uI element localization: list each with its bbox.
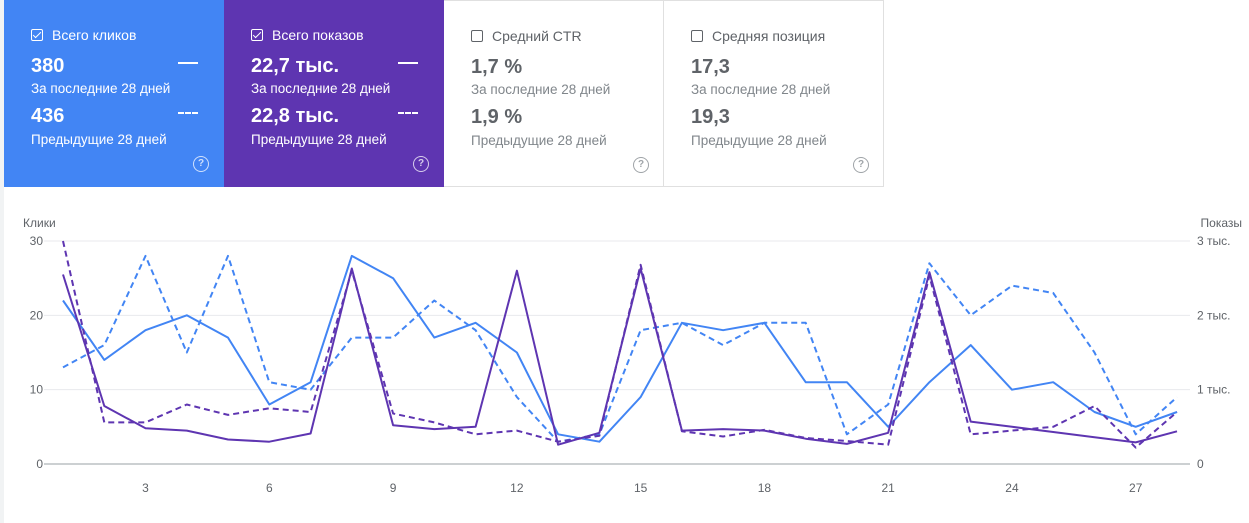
series-line-2	[62, 254, 1178, 443]
current-value: 1,7 %	[471, 56, 523, 78]
card-average-ctr[interactable]: Средний CTR 1,7 % За последние 28 дней 1…	[444, 0, 664, 187]
checkbox-icon[interactable]	[471, 30, 483, 42]
solid-line-legend-icon	[178, 62, 198, 64]
checkbox-icon[interactable]	[251, 29, 263, 41]
right-tick-label: 0	[1197, 457, 1204, 471]
right-axis-title: Показы	[1201, 216, 1242, 230]
previous-period-label: Предыдущие 28 дней	[691, 133, 827, 148]
checkbox-icon[interactable]	[31, 29, 43, 41]
help-icon[interactable]: ?	[853, 157, 869, 173]
card-header: Всего показов	[251, 27, 364, 43]
dashed-line-legend-icon	[178, 112, 198, 114]
left-axis-ticks: 0 10 20 30	[30, 234, 44, 471]
dashed-line-legend-icon	[398, 112, 418, 114]
card-average-position[interactable]: Средняя позиция 17,3 За последние 28 дне…	[664, 0, 884, 187]
x-tick-label: 12	[510, 481, 524, 495]
previous-period-label: Предыдущие 28 дней	[471, 133, 607, 148]
right-tick-label: 2 тыс.	[1197, 308, 1230, 322]
x-tick-label: 18	[758, 481, 772, 495]
right-tick-label: 3 тыс.	[1197, 234, 1230, 248]
current-period-label: За последние 28 дней	[691, 82, 831, 97]
chart-grid	[44, 240, 1190, 391]
x-tick-label: 15	[634, 481, 648, 495]
previous-value: 22,8 тыс.	[251, 105, 340, 127]
current-period-label: За последние 28 дней	[251, 81, 391, 96]
left-tick-label: 0	[36, 457, 43, 471]
chart-series	[62, 240, 1178, 449]
left-axis-title: Клики	[23, 216, 56, 230]
x-axis-ticks: 3 6 9 12 15 18 21 24 27	[142, 481, 1143, 495]
card-header: Средняя позиция	[691, 28, 825, 44]
help-icon[interactable]: ?	[413, 156, 429, 172]
x-tick-label: 24	[1005, 481, 1019, 495]
help-icon[interactable]: ?	[193, 156, 209, 172]
metric-cards: Всего кликов 380 За последние 28 дней 43…	[4, 0, 884, 187]
series-line-4	[62, 240, 1178, 449]
x-tick-label: 21	[882, 481, 896, 495]
left-tick-label: 30	[30, 234, 44, 248]
help-icon[interactable]: ?	[633, 157, 649, 173]
series-line-1	[62, 254, 1178, 443]
previous-value: 1,9 %	[471, 106, 523, 128]
card-label: Всего кликов	[52, 27, 137, 43]
left-tick-label: 20	[30, 308, 44, 322]
x-tick-label: 27	[1129, 481, 1143, 495]
x-tick-label: 6	[266, 481, 273, 495]
current-value: 17,3	[691, 56, 730, 78]
current-period-label: За последние 28 дней	[31, 81, 171, 96]
current-period-label: За последние 28 дней	[471, 82, 611, 97]
card-total-clicks[interactable]: Всего кликов 380 За последние 28 дней 43…	[4, 0, 224, 187]
previous-period-label: Предыдущие 28 дней	[31, 132, 167, 147]
x-tick-label: 9	[390, 481, 397, 495]
right-axis-ticks: 0 1 тыс. 2 тыс. 3 тыс.	[1197, 234, 1230, 471]
current-value: 380	[31, 55, 65, 77]
checkbox-icon[interactable]	[691, 30, 703, 42]
solid-line-legend-icon	[398, 62, 418, 64]
card-header: Всего кликов	[31, 27, 136, 43]
previous-value: 436	[31, 105, 65, 127]
previous-value: 19,3	[691, 106, 730, 128]
card-header: Средний CTR	[471, 28, 582, 44]
x-tick-label: 3	[142, 481, 149, 495]
right-tick-label: 1 тыс.	[1197, 383, 1230, 397]
current-value: 22,7 тыс.	[251, 55, 340, 77]
left-tick-label: 10	[30, 383, 44, 397]
previous-period-label: Предыдущие 28 дней	[251, 132, 387, 147]
card-total-impressions[interactable]: Всего показов 22,7 тыс. За последние 28 …	[224, 0, 444, 187]
card-label: Средняя позиция	[712, 28, 826, 44]
card-label: Всего показов	[272, 27, 364, 43]
card-label: Средний CTR	[492, 28, 582, 44]
